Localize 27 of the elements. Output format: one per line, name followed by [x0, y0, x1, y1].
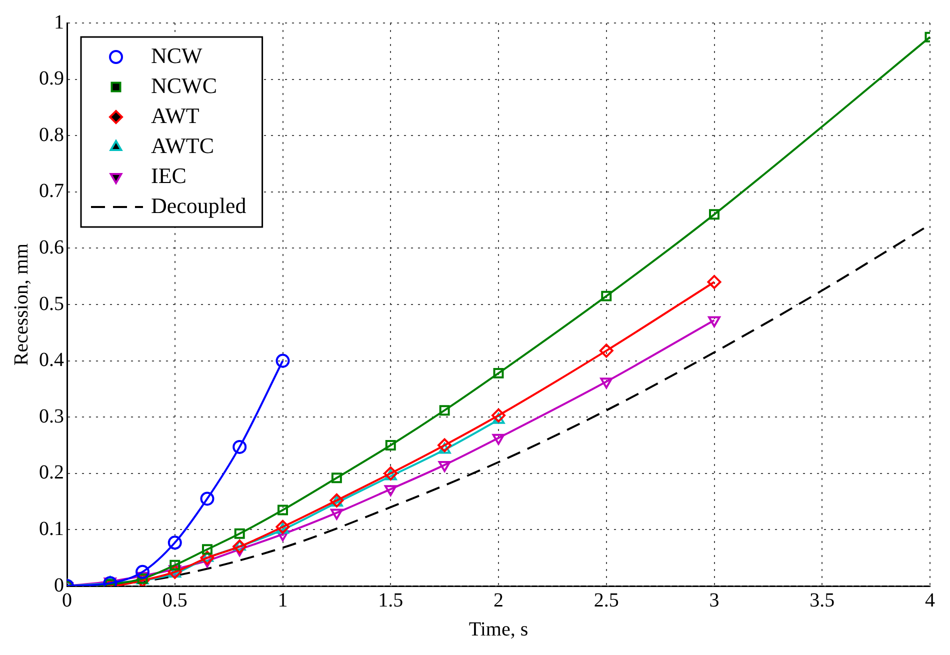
x-tick-label: 0.5: [162, 589, 188, 612]
y-tick-label: 0.2: [39, 462, 64, 484]
legend-label: AWTC: [151, 132, 214, 158]
y-tick-label: 0.9: [39, 68, 64, 90]
x-tick-label: 3: [709, 589, 720, 612]
y-tick-label: 0.4: [39, 349, 64, 372]
y-tick-label: 0: [54, 574, 64, 596]
legend-label: Decoupled: [151, 192, 246, 218]
x-axis-title: Time, s: [468, 618, 528, 640]
y-axis-title: Recession, mm: [10, 242, 32, 366]
y-tick-label: 0.3: [39, 405, 64, 428]
legend-label: NCW: [151, 42, 203, 68]
y-tick-label: 0.5: [39, 292, 64, 315]
legend-label: AWT: [151, 102, 200, 128]
y-tick-label: 0.6: [39, 236, 64, 258]
legend-label: IEC: [151, 162, 186, 188]
x-tick-label: 3.5: [810, 589, 835, 612]
y-tick-label: 0.1: [39, 518, 64, 540]
legend-label: NCWC: [151, 72, 217, 98]
y-tick-label: 0.7: [39, 180, 64, 202]
x-tick-label: 2.5: [594, 589, 619, 612]
y-tick-label: 1: [54, 11, 64, 34]
x-tick-label: 1.5: [378, 589, 404, 612]
x-tick-label: 2: [494, 589, 504, 612]
x-tick-label: 4: [925, 589, 935, 612]
x-tick-label: 1: [278, 589, 288, 612]
y-tick-label: 0.8: [39, 124, 64, 146]
